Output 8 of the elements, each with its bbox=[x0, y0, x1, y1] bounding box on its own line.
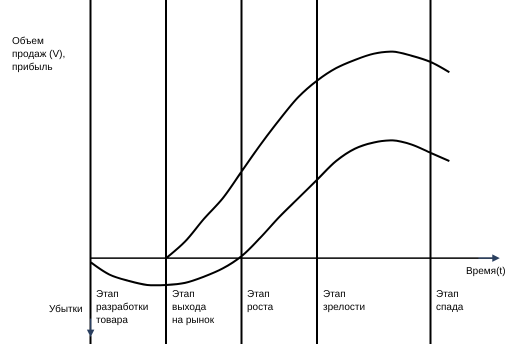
text: Этап спада bbox=[436, 289, 464, 313]
text: Этап роста bbox=[247, 289, 274, 313]
text: Убытки bbox=[49, 304, 83, 315]
text: Этап зрелости bbox=[323, 289, 366, 313]
y-axis-title: Объем продаж (V), прибыль bbox=[12, 36, 66, 73]
x-axis-title: Время(t) bbox=[466, 266, 506, 277]
text: Этап разработки товара bbox=[96, 289, 148, 326]
text: Этап выхода на рынок bbox=[172, 289, 215, 326]
